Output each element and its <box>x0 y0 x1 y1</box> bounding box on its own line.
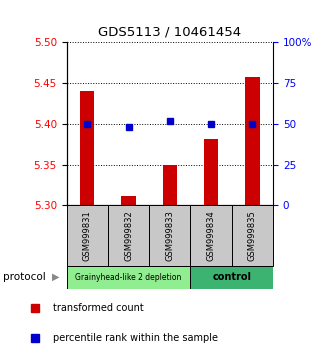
Bar <box>67 205 108 266</box>
Bar <box>190 205 232 266</box>
Text: GSM999833: GSM999833 <box>165 210 174 261</box>
Bar <box>190 266 273 289</box>
Text: GSM999832: GSM999832 <box>124 210 133 261</box>
Text: GSM999835: GSM999835 <box>248 210 257 261</box>
Text: protocol: protocol <box>3 272 46 282</box>
Text: percentile rank within the sample: percentile rank within the sample <box>53 333 218 343</box>
Text: GSM999831: GSM999831 <box>83 210 92 261</box>
Bar <box>163 165 177 205</box>
Bar <box>245 78 260 205</box>
Text: transformed count: transformed count <box>53 303 144 313</box>
Bar <box>204 138 218 205</box>
Text: ▶: ▶ <box>52 272 59 282</box>
Bar <box>108 205 149 266</box>
Bar <box>232 205 273 266</box>
Text: GSM999834: GSM999834 <box>206 210 216 261</box>
Bar <box>80 91 95 205</box>
Text: Grainyhead-like 2 depletion: Grainyhead-like 2 depletion <box>75 273 182 281</box>
Text: control: control <box>212 272 251 282</box>
Bar <box>67 266 190 289</box>
Title: GDS5113 / 10461454: GDS5113 / 10461454 <box>98 25 241 39</box>
Bar <box>121 195 136 205</box>
Bar <box>149 205 190 266</box>
